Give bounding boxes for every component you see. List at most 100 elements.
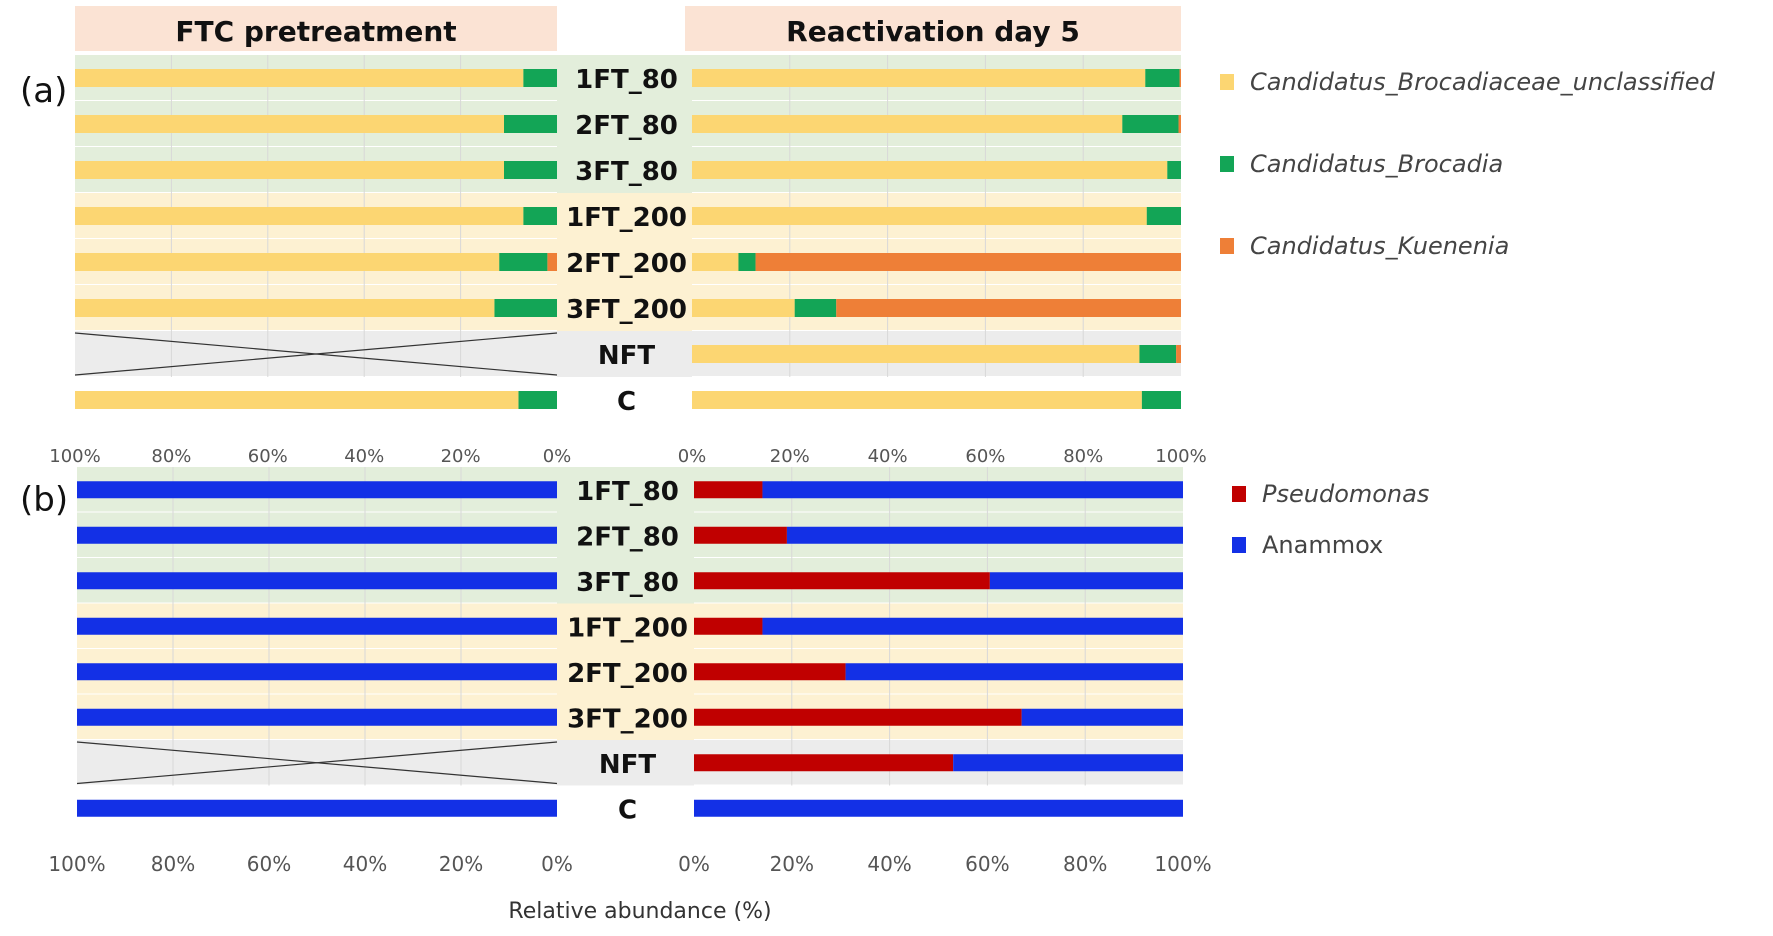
legend-entry: Pseudomonas (1262, 480, 1429, 508)
legend-swatch (1220, 74, 1234, 90)
tick-label-left: 20% (441, 446, 481, 467)
bar-left-3FT_200-Anammox (77, 708, 557, 726)
bar-right-1FT_80-Candidatus_Brocadiaceae_unclassified (692, 69, 1146, 87)
legend-entry: Candidatus_Brocadia (1250, 150, 1503, 178)
row-label: C (618, 795, 637, 825)
bar-left-3FT_200-Candidatus_Brocadia (494, 299, 557, 317)
bar-left-1FT_200-Anammox (77, 617, 557, 635)
header-right: Reactivation day 5 (786, 15, 1080, 48)
row-band-center (557, 558, 694, 604)
bar-right-NFT-Candidatus_Kuenenia (1176, 345, 1181, 363)
row-label: 3FT_200 (567, 704, 688, 734)
row-band-center (557, 331, 692, 377)
bar-right-1FT_80-Pseudomonas (694, 481, 763, 499)
row-label: 1FT_200 (566, 203, 687, 233)
row-label: 3FT_80 (576, 568, 679, 598)
legend-entry: Candidatus_Kuenenia (1250, 232, 1509, 260)
bar-right-3FT_200-Candidatus_Brocadiaceae_unclassified (692, 299, 795, 317)
row-label: 1FT_200 (567, 613, 688, 643)
bar-right-NFT-Candidatus_Brocadiaceae_unclassified (692, 345, 1140, 363)
bar-left-3FT_80-Candidatus_Brocadia (503, 161, 557, 179)
x-axis-label: Relative abundance (%) (508, 899, 771, 924)
panel-label-a: (a) (20, 71, 67, 111)
bar-left-3FT_200-Candidatus_Brocadiaceae_unclassified (75, 299, 495, 317)
bar-right-2FT_200-Candidatus_Brocadiaceae_unclassified (692, 253, 739, 271)
panel-label-b: (b) (20, 480, 68, 520)
bar-right-2FT_80-Candidatus_Kuenenia (1178, 115, 1181, 133)
header-right-bg (685, 6, 1181, 51)
bar-right-1FT_200-Anammox (762, 617, 1183, 635)
tick-label-right: 80% (1063, 446, 1103, 467)
bar-left-1FT_80-Candidatus_Brocadiaceae_unclassified (75, 69, 524, 87)
row-band-center (557, 467, 694, 513)
row-band-center (557, 285, 692, 331)
legend-entry: Candidatus_Brocadiaceae_unclassified (1250, 68, 1716, 96)
legend-swatch (1232, 537, 1246, 553)
legend-swatch (1220, 238, 1234, 254)
bar-right-1FT_80-Anammox (762, 481, 1183, 499)
bar-left-C-Anammox (77, 799, 557, 817)
tick-label-right: 40% (868, 446, 908, 467)
bar-left-2FT_80-Anammox (77, 526, 557, 544)
bar-right-1FT_80-Candidatus_Kuenenia (1179, 69, 1181, 87)
row-label: NFT (599, 750, 657, 780)
bar-right-2FT_200-Candidatus_Kuenenia (755, 253, 1181, 271)
tick-label-right: 40% (867, 852, 911, 876)
bar-right-2FT_200-Pseudomonas (694, 663, 846, 681)
bar-right-1FT_200-Candidatus_Brocadiaceae_unclassified (692, 207, 1147, 225)
tick-label-left: 40% (343, 852, 387, 876)
tick-label-left: 40% (344, 446, 384, 467)
bar-left-C-Candidatus_Brocadia (518, 391, 557, 409)
tick-label-right: 0% (678, 852, 710, 876)
bar-right-2FT_200-Candidatus_Brocadia (738, 253, 756, 271)
header-left: FTC pretreatment (175, 15, 456, 48)
bar-right-3FT_80-Pseudomonas (694, 572, 990, 590)
bar-left-1FT_80-Candidatus_Brocadia (523, 69, 557, 87)
tick-label-left: 60% (248, 446, 288, 467)
bar-left-2FT_200-Anammox (77, 663, 557, 681)
bar-right-NFT-Candidatus_Brocadia (1139, 345, 1177, 363)
bar-right-3FT_200-Anammox (1021, 708, 1183, 726)
row-label: 2FT_80 (576, 522, 679, 552)
tick-label-left: 0% (543, 446, 572, 467)
bar-left-2FT_200-Candidatus_Brocadiaceae_unclassified (75, 253, 500, 271)
bar-right-3FT_80-Anammox (989, 572, 1183, 590)
bar-left-3FT_80-Candidatus_Brocadiaceae_unclassified (75, 161, 504, 179)
tick-label-right: 60% (965, 446, 1005, 467)
tick-label-right: 20% (770, 446, 810, 467)
bar-right-3FT_200-Pseudomonas (694, 708, 1022, 726)
tick-label-right: 20% (770, 852, 814, 876)
bar-left-3FT_80-Anammox (77, 572, 557, 590)
nft-cross-line (76, 741, 558, 785)
legend: Candidatus_Brocadiaceae_unclassified Cand… (1220, 68, 1716, 559)
bar-left-2FT_80-Candidatus_Brocadia (503, 115, 557, 133)
bar-right-3FT_200-Candidatus_Kuenenia (836, 299, 1181, 317)
bar-left-2FT_200-Candidatus_Kuenenia (547, 253, 557, 271)
bar-right-1FT_200-Candidatus_Brocadia (1146, 207, 1181, 225)
bar-left-1FT_200-Candidatus_Brocadiaceae_unclassified (75, 207, 524, 225)
tick-label-left: 100% (48, 852, 105, 876)
row-band-center (557, 512, 694, 558)
tick-label-left: 0% (541, 852, 573, 876)
bar-left-1FT_80-Anammox (77, 481, 557, 499)
row-band-center (557, 101, 692, 147)
header-left-bg (75, 6, 557, 51)
row-label: 3FT_200 (566, 295, 687, 325)
row-label: 1FT_80 (576, 477, 679, 507)
row-band-center (557, 603, 694, 649)
bar-left-2FT_80-Candidatus_Brocadiaceae_unclassified (75, 115, 504, 133)
row-band-center (557, 55, 692, 101)
bar-marks (75, 69, 1183, 817)
bar-right-NFT-Pseudomonas (694, 754, 954, 772)
bar-right-1FT_200-Pseudomonas (694, 617, 763, 635)
row-label: 1FT_80 (575, 65, 678, 95)
axis-ticks: 0% 0% 20% 20% 40% 40% 60% 60% 80% 80% 100% 100% 0% 0%… (48, 446, 1211, 876)
row-label: C (617, 387, 636, 417)
row-labels: 1FT_80 2FT_80 3FT_80 1FT_200 2FT_200 3FT_200 N… (566, 65, 688, 825)
legend-swatch (1220, 156, 1234, 172)
legend-swatch (1232, 486, 1246, 502)
bar-right-2FT_200-Anammox (845, 663, 1183, 681)
row-band-center (557, 377, 692, 423)
bar-right-C-Candidatus_Brocadiaceae_unclassified (692, 391, 1142, 409)
